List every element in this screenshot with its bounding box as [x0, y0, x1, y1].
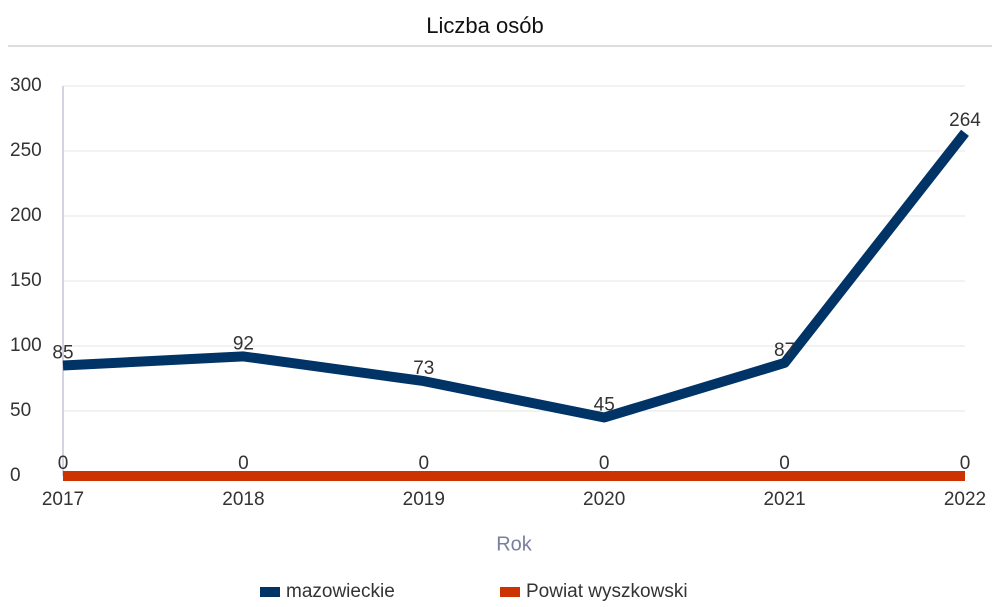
data-label: 0 — [779, 453, 790, 474]
data-label: 92 — [233, 333, 254, 354]
data-label: 0 — [419, 453, 430, 474]
legend-label: mazowieckie — [286, 581, 395, 602]
y-tick-label: 150 — [10, 270, 42, 291]
series-line — [62, 129, 969, 423]
legend-swatch — [500, 587, 520, 597]
data-label: 0 — [58, 453, 69, 474]
data-label: 85 — [52, 343, 73, 364]
y-tick-label: 100 — [10, 335, 42, 356]
chart-title: Liczba osób — [426, 13, 543, 38]
data-label: 0 — [599, 453, 610, 474]
data-label: 73 — [413, 358, 434, 379]
x-axis-label: Rok — [496, 533, 533, 555]
x-tick-label: 2020 — [583, 489, 625, 510]
x-tick-label: 2021 — [763, 489, 805, 510]
data-label: 264 — [949, 110, 981, 131]
data-label: 45 — [594, 395, 615, 416]
x-tick-label: 2017 — [42, 489, 84, 510]
y-tick-label: 300 — [10, 75, 42, 96]
y-tick-label: 0 — [10, 465, 21, 486]
data-label: 0 — [960, 453, 971, 474]
y-tick-label: 250 — [10, 140, 42, 161]
x-tick-label: 2022 — [944, 489, 986, 510]
y-tick-label: 200 — [10, 205, 42, 226]
x-tick-label: 2019 — [403, 489, 445, 510]
data-label: 87 — [774, 340, 795, 361]
x-tick-label: 2018 — [222, 489, 264, 510]
legend-swatch — [260, 587, 280, 597]
legend-label: Powiat wyszkowski — [526, 581, 688, 602]
y-tick-label: 50 — [10, 400, 31, 421]
data-label: 0 — [238, 453, 249, 474]
